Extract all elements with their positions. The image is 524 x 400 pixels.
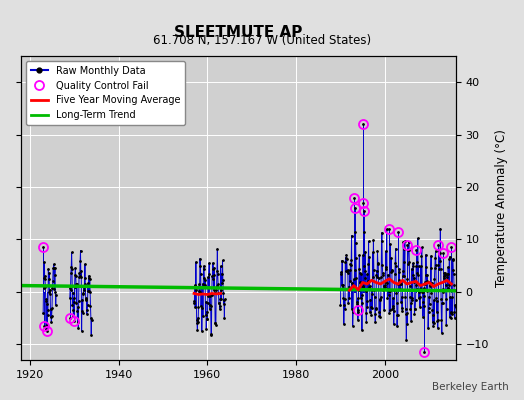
Text: 61.708 N, 157.167 W (United States): 61.708 N, 157.167 W (United States) [153,34,371,47]
Legend: Raw Monthly Data, Quality Control Fail, Five Year Moving Average, Long-Term Tren: Raw Monthly Data, Quality Control Fail, … [26,61,185,125]
Title: SLEETMUTE AP: SLEETMUTE AP [174,24,302,40]
Text: Berkeley Earth: Berkeley Earth [432,382,508,392]
Y-axis label: Temperature Anomaly (°C): Temperature Anomaly (°C) [495,129,508,287]
